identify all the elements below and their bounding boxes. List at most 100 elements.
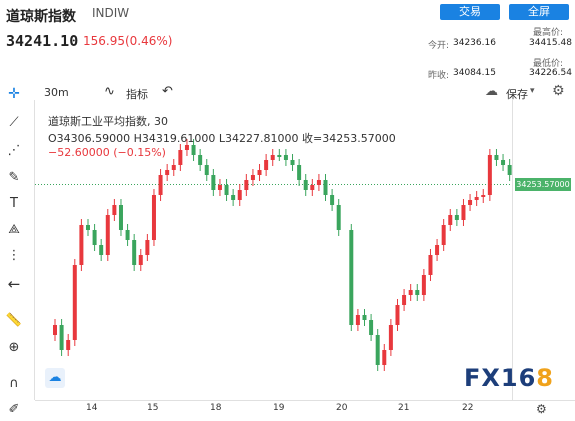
candle	[303, 174, 308, 196]
lock-pencil-icon[interactable]: ✐	[8, 402, 20, 417]
legend-title: 道琼斯工业平均指数, 30	[48, 115, 168, 128]
candle	[257, 164, 262, 181]
candle	[336, 199, 341, 236]
crosshair-icon[interactable]: ✛	[8, 86, 20, 102]
candle	[474, 191, 479, 206]
indicator-button[interactable]: 指标	[126, 88, 148, 101]
candle	[408, 284, 413, 301]
candle	[310, 179, 315, 196]
candle	[72, 259, 77, 346]
candlestick-chart[interactable]	[35, 105, 513, 401]
candle	[151, 189, 156, 246]
symbol-code: INDIW	[92, 6, 130, 20]
candle	[204, 159, 209, 181]
brush-tool-icon[interactable]: ✎	[8, 170, 20, 185]
candle	[66, 334, 71, 356]
candle	[264, 154, 269, 176]
x-label: 15	[147, 403, 159, 413]
current-price: 34241.10	[6, 32, 79, 50]
candle	[224, 179, 229, 201]
x-label: 20	[336, 403, 348, 413]
last-price-tag: 34253.57000	[515, 178, 571, 191]
candle	[468, 194, 473, 211]
candle	[165, 164, 170, 181]
candle	[481, 189, 486, 203]
x-label: 22	[462, 403, 474, 413]
text-tool-icon[interactable]: T	[10, 196, 18, 211]
candle	[231, 189, 236, 206]
candle	[118, 199, 123, 236]
high-label: 最高价:	[533, 28, 564, 38]
ruler-icon[interactable]: 📏	[5, 313, 23, 328]
candle	[270, 149, 275, 166]
candle	[297, 159, 302, 186]
candle	[362, 309, 367, 326]
pattern-tool-icon[interactable]: ⟁	[8, 222, 20, 237]
candle	[85, 219, 90, 236]
interval-selector[interactable]: 30m	[44, 86, 69, 99]
candle	[283, 149, 288, 166]
candle	[53, 319, 57, 341]
candle	[138, 249, 143, 271]
cloud-badge-icon[interactable]: ☁	[45, 368, 65, 388]
fib-tool-icon[interactable]: ⋰	[7, 143, 21, 158]
candle	[435, 239, 440, 261]
candle	[92, 224, 97, 251]
candle	[184, 139, 189, 156]
candle	[290, 154, 295, 171]
candle	[112, 199, 117, 221]
x-label: 19	[273, 403, 285, 413]
trade-button[interactable]: 交易	[440, 4, 500, 20]
candle	[415, 284, 420, 301]
page-title: 道琼斯指数	[6, 9, 76, 25]
high-value: 34415.48	[529, 38, 572, 48]
candle	[323, 174, 328, 201]
candle	[237, 184, 242, 206]
watermark-logo: FX168	[464, 364, 554, 392]
candle	[448, 209, 453, 231]
candle	[125, 224, 130, 246]
cloud-icon[interactable]: ☁	[485, 84, 498, 99]
candle	[178, 144, 183, 171]
legend-delta: −52.60000 (−0.15%)	[48, 146, 166, 159]
magnet-icon[interactable]: ∩	[9, 376, 19, 391]
candle	[198, 149, 203, 171]
back-arrow-icon[interactable]: ←	[7, 275, 21, 293]
candle	[421, 269, 426, 301]
candle	[454, 209, 459, 226]
price-change: 156.95(0.46%)	[83, 34, 173, 48]
path-tool-icon[interactable]: ⋮	[7, 248, 21, 263]
open-value: 34236.16	[453, 38, 496, 48]
save-button[interactable]: 保存	[506, 88, 528, 101]
candle	[316, 174, 321, 191]
fullscreen-button[interactable]: 全屏	[509, 4, 569, 20]
candle	[277, 149, 282, 161]
legend-ohlc: O34306.59000 H34319.61000 L34227.81000 收…	[48, 132, 396, 145]
candle	[105, 209, 110, 261]
candle	[217, 179, 222, 196]
candle	[402, 289, 407, 311]
chart-settings-icon[interactable]: ⚙	[536, 402, 547, 416]
candle	[250, 169, 255, 186]
candle	[369, 314, 374, 341]
zoom-in-icon[interactable]: ⊕	[8, 340, 20, 355]
candle	[395, 299, 400, 331]
line-tool-icon[interactable]: ⟋	[9, 115, 19, 130]
candle	[494, 149, 499, 166]
candle	[211, 169, 216, 196]
undo-icon[interactable]: ↶	[162, 84, 173, 99]
chevron-down-icon[interactable]: ▾	[530, 86, 535, 96]
open-label: 今开:	[428, 41, 450, 51]
x-label: 18	[210, 403, 222, 413]
low-value: 34226.54	[529, 68, 572, 78]
candle	[244, 174, 249, 196]
candle	[132, 234, 137, 271]
candle	[382, 344, 387, 371]
gear-icon[interactable]: ⚙	[552, 83, 565, 99]
prev-close-label: 昨收:	[428, 71, 450, 81]
indicator-icon[interactable]: ∿	[104, 84, 115, 99]
x-label: 14	[86, 403, 98, 413]
prev-close-value: 34084.15	[453, 68, 496, 78]
low-label: 最低价:	[533, 59, 564, 69]
candle	[501, 154, 506, 171]
